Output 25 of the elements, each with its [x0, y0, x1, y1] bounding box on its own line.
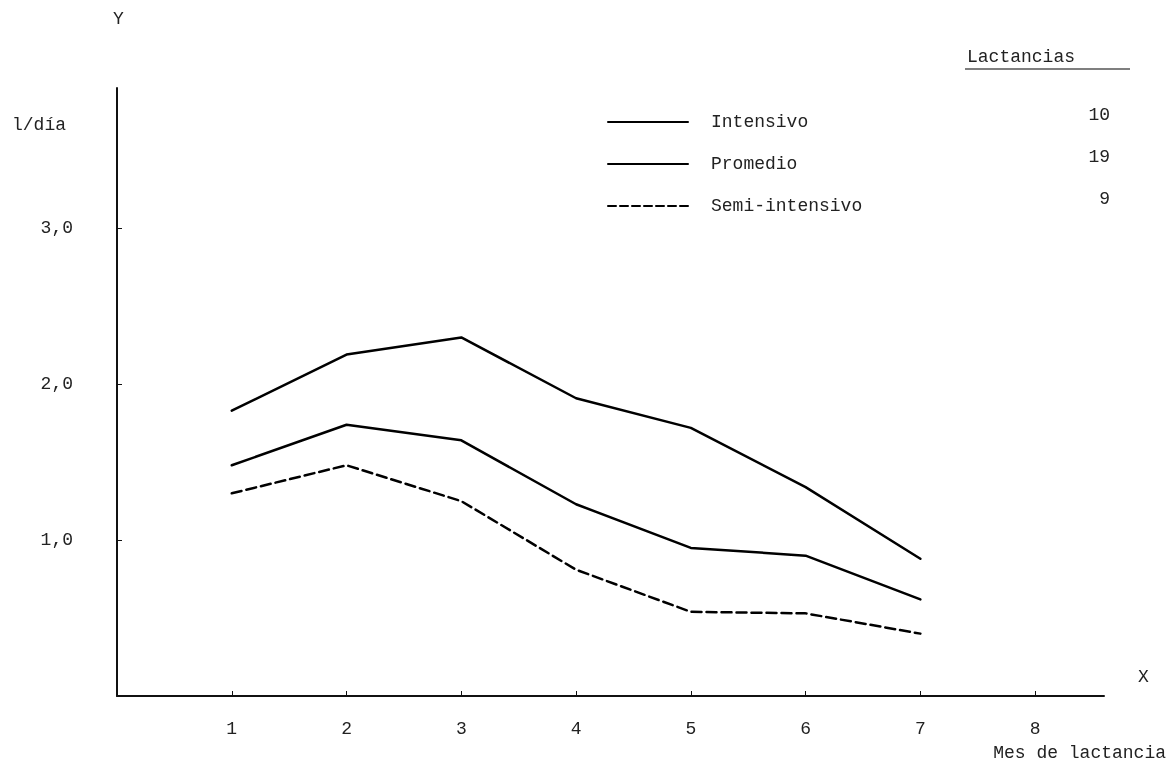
annotation: 10	[1088, 105, 1111, 125]
legend-label: Intensivo	[711, 112, 809, 132]
x-tick-label: 1	[226, 719, 238, 739]
y-tick-label: 2,0	[40, 374, 73, 395]
y-axis-title: l/día	[12, 115, 67, 135]
x-axis-title: Mes de lactancia	[993, 743, 1167, 763]
text: Y	[113, 9, 124, 29]
x-tick-label: 8	[1029, 719, 1041, 739]
y-tick-label: 3,0	[40, 218, 73, 239]
text: X	[1138, 667, 1149, 687]
legend-title: Lactancias	[967, 47, 1076, 67]
legend-label: Semi-intensivo	[711, 196, 863, 216]
annotation: 9	[1099, 189, 1111, 209]
annotation: 19	[1088, 147, 1111, 167]
x-tick-label: 5	[685, 719, 697, 739]
line-series	[230, 336, 922, 561]
line-series	[230, 464, 922, 635]
line-series	[230, 423, 922, 601]
x-tick-label: 6	[800, 719, 812, 739]
x-tick-label: 2	[341, 719, 352, 739]
x-tick-label: 4	[570, 719, 582, 739]
x-tick-label: 3	[455, 719, 467, 739]
x-tick-label: 7	[914, 719, 926, 739]
legend-label: Promedio	[711, 154, 798, 174]
y-tick-label: 1,0	[40, 530, 73, 551]
